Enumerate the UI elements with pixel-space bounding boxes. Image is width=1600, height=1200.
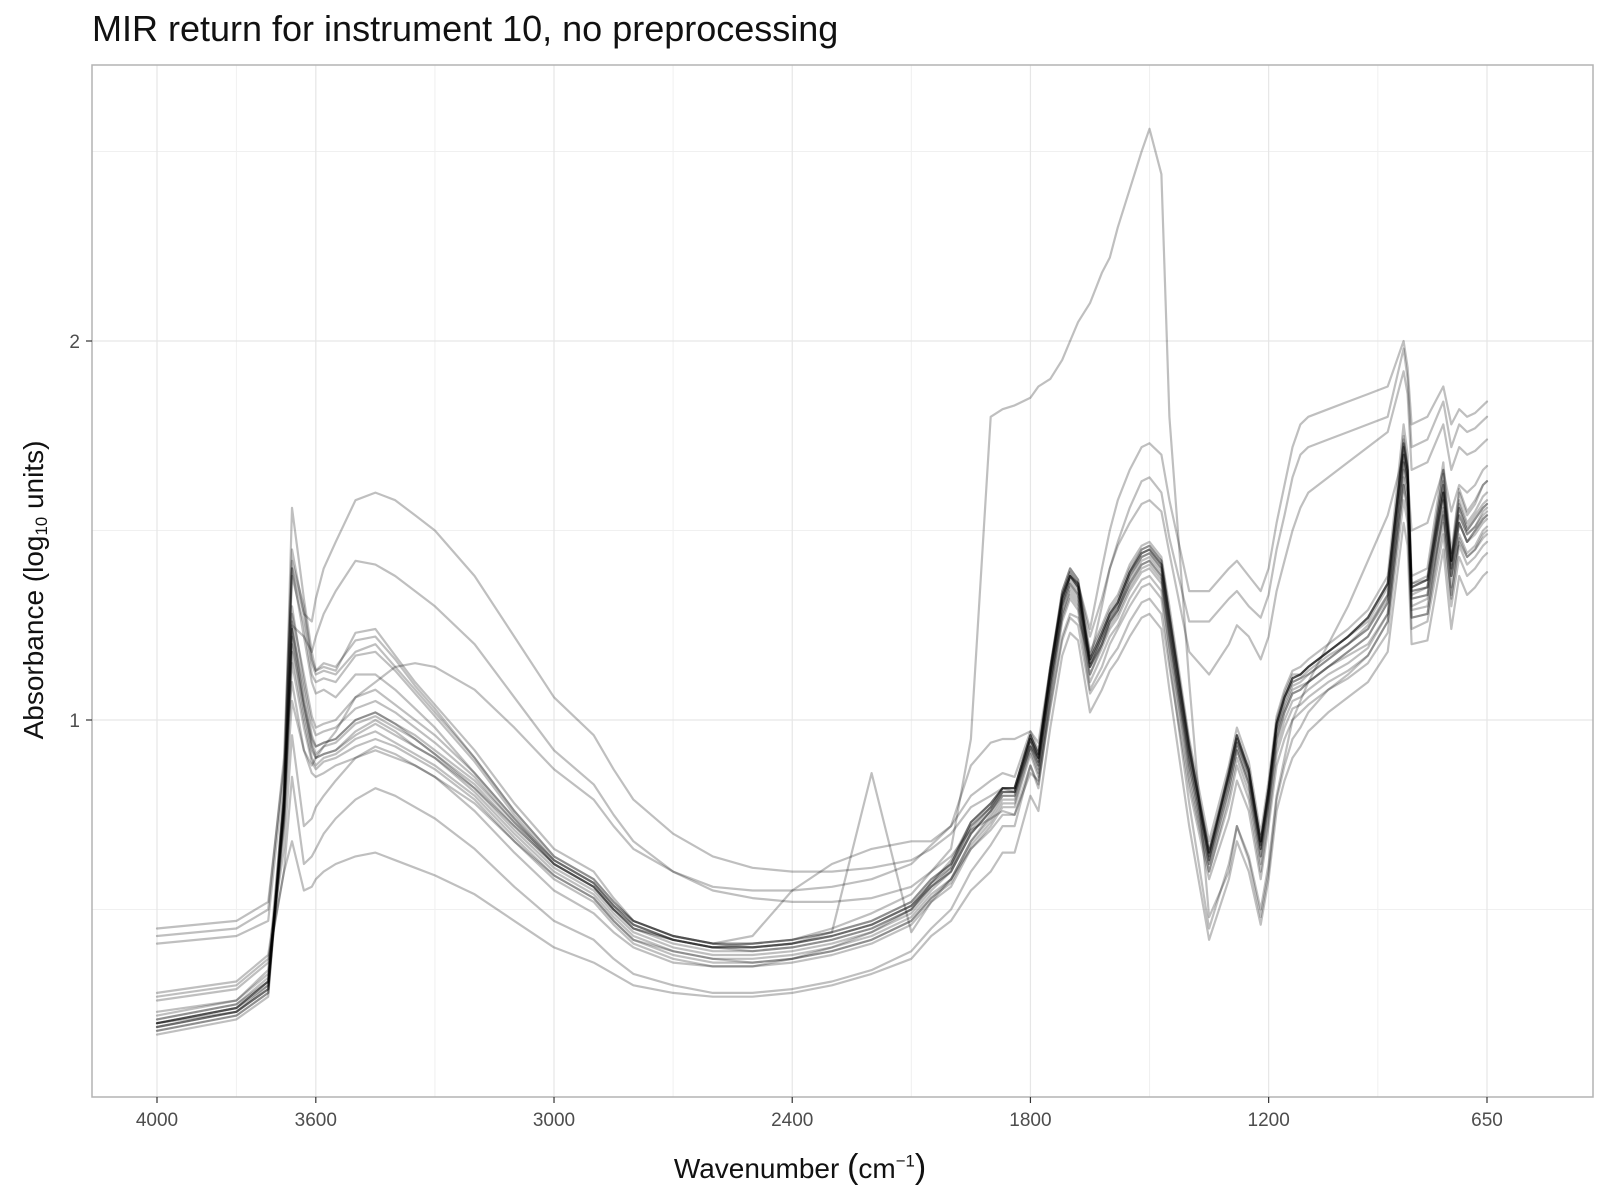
series-line-13 (155, 347, 1489, 945)
series-line-6 (155, 476, 1489, 1029)
x-tick-label-3000: 3000 (533, 1110, 575, 1131)
x-tick-label-4000: 4000 (136, 1110, 178, 1131)
x-axis-title: Wavenumber (cm−1) (0, 1148, 1600, 1187)
y-axis-title-main: Absorbance (log (17, 535, 49, 740)
series-line-8 (155, 483, 1489, 1025)
series-line-21 (155, 127, 1489, 1025)
series-line-11 (155, 499, 1489, 1013)
series-lines (155, 127, 1489, 1036)
y-axis-title-subscript: 10 (32, 516, 52, 536)
series-line-16 (155, 483, 1489, 1002)
x-axis-title-main: Wavenumber (673, 1153, 848, 1184)
series-line-20 (155, 442, 1489, 1025)
series-line-1 (155, 446, 1489, 1032)
y-axis-title-suffix: units) (17, 440, 49, 517)
series-line-18 (155, 446, 1489, 994)
panel-border (91, 64, 1594, 1098)
x-tick-label-650: 650 (1471, 1110, 1503, 1131)
x-tick-label-1200: 1200 (1248, 1110, 1290, 1131)
series-line-15 (155, 370, 1489, 930)
series-line-7 (155, 423, 1489, 1017)
series-line-5 (155, 438, 1489, 1021)
series-line-12 (155, 453, 1489, 1021)
major-gridlines (92, 65, 1593, 1097)
y-axis-ticks: 12 (69, 332, 92, 732)
x-axis-ticks: 4000 3600 3000 2400 1800 1200 650 (136, 1097, 1503, 1131)
y-axis-title: Absorbance (log10 units) (18, 441, 52, 740)
x-tick-label-2400: 2400 (771, 1110, 813, 1131)
y-tick-label-2: 2 (69, 332, 80, 353)
x-axis-title-close: ) (914, 1148, 927, 1186)
x-axis-title-open: ( (847, 1148, 859, 1186)
x-axis-title-unit: cm (858, 1153, 896, 1184)
chart-title: MIR return for instrument 10, no preproc… (92, 8, 839, 49)
series-line-4 (155, 461, 1489, 1025)
x-axis-title-exponent: −1 (895, 1151, 915, 1171)
series-line-19 (155, 461, 1489, 1025)
series-line-14 (155, 339, 1489, 938)
series-line-17 (155, 521, 1489, 998)
x-tick-label-1800: 1800 (1009, 1110, 1051, 1131)
series-line-9 (155, 453, 1489, 1032)
series-line-10 (155, 442, 1489, 1029)
series-line-3 (155, 468, 1489, 1036)
minor-gridlines (92, 65, 1593, 1097)
y-tick-label-1: 1 (69, 711, 80, 732)
series-line-2 (155, 434, 1489, 1029)
x-tick-label-3600: 3600 (295, 1110, 337, 1131)
